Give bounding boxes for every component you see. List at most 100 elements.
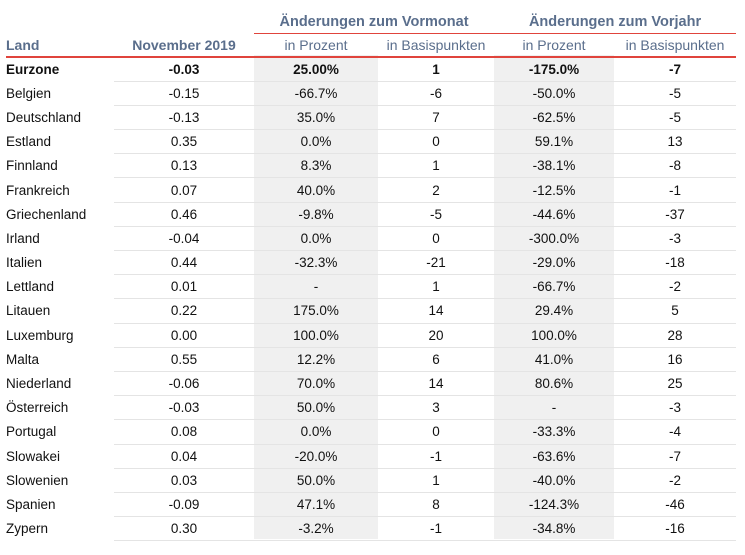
- land-cell: Spanien: [6, 496, 56, 512]
- vj-pct-cell: -300.0%: [494, 226, 615, 252]
- land-cell: Österreich: [6, 400, 69, 416]
- vj-pct-cell: -124.3%: [494, 492, 615, 518]
- vm-pct-cell: 12.2%: [254, 347, 378, 372]
- vj-pct-cell: -44.6%: [494, 202, 615, 227]
- vj-pct-cell: -62.5%: [494, 105, 615, 131]
- rates-table: Änderungen zum Vormonat Änderungen zum V…: [6, 0, 737, 542]
- vj-bp-cell: -46: [614, 492, 737, 518]
- table-row: Eurzone -0.03 25.00% 1 -175.0% -7: [6, 57, 737, 82]
- table-row: Slowenien 0.03 50.0% 1 -40.0% -2: [6, 468, 737, 493]
- month-value-cell: 0.22: [114, 298, 254, 324]
- land-cell: Belgien: [6, 85, 52, 101]
- vm-bp-cell: 20: [378, 323, 495, 348]
- land-cell: Deutschland: [6, 109, 82, 125]
- vj-bp-cell: -7: [614, 57, 737, 82]
- table-row: Finnland 0.13 8.3% 1 -38.1% -8: [6, 153, 737, 179]
- vj-bp-cell: -16: [614, 516, 737, 542]
- month-value-cell: 0.46: [114, 202, 254, 227]
- vj-bp-cell: 5: [614, 298, 737, 324]
- land-cell: Niederland: [6, 376, 72, 392]
- vm-pct-cell: 8.3%: [254, 153, 378, 179]
- vm-pct-cell: -9.8%: [254, 202, 378, 227]
- table-row: Deutschland -0.13 35.0% 7 -62.5% -5: [6, 105, 737, 131]
- vj-pct-cell: -34.8%: [494, 516, 615, 542]
- vm-bp-cell: 14: [378, 298, 495, 324]
- group-header-vorjahr: Änderungen zum Vorjahr: [494, 0, 737, 34]
- vj-pct-cell: -50.0%: [494, 81, 615, 106]
- vj-bp-cell: -3: [614, 226, 737, 252]
- month-value-cell: 0.01: [114, 274, 254, 300]
- vm-pct-cell: 35.0%: [254, 105, 378, 131]
- vj-pct-cell: 29.4%: [494, 298, 615, 324]
- table-row: Niederland -0.06 70.0% 14 80.6% 25: [6, 371, 737, 397]
- vj-pct-cell: -175.0%: [494, 57, 615, 82]
- column-header-vm-pct: in Prozent: [254, 33, 378, 58]
- vj-pct-cell: 80.6%: [494, 371, 615, 397]
- vj-bp-cell: 25: [614, 371, 737, 397]
- table-row: Malta 0.55 12.2% 6 41.0% 16: [6, 347, 737, 372]
- land-cell: Irland: [6, 230, 40, 246]
- month-value-cell: 0.13: [114, 153, 254, 179]
- table-row: Griechenland 0.46 -9.8% -5 -44.6% -37: [6, 202, 737, 227]
- month-value-cell: 0.30: [114, 516, 254, 542]
- vm-pct-cell: 50.0%: [254, 468, 378, 493]
- vj-pct-cell: -40.0%: [494, 468, 615, 493]
- land-cell: Slowakei: [6, 448, 61, 464]
- vj-bp-cell: -4: [614, 419, 737, 445]
- vm-bp-cell: 0: [378, 129, 495, 155]
- table-row: Litauen 0.22 175.0% 14 29.4% 5: [6, 298, 737, 324]
- vj-pct-cell: -: [494, 395, 615, 421]
- month-value-cell: 0.35: [114, 129, 254, 155]
- column-header-row: Land November 2019 in Prozent in Basispu…: [6, 33, 737, 58]
- column-header-land: Land: [6, 33, 114, 58]
- vj-pct-cell: -66.7%: [494, 274, 615, 300]
- month-value-cell: -0.15: [114, 81, 254, 106]
- land-cell: Litauen: [6, 303, 51, 319]
- table-row: Frankreich 0.07 40.0% 2 -12.5% -1: [6, 177, 737, 203]
- land-cell: Griechenland: [6, 206, 87, 222]
- vj-pct-cell: -29.0%: [494, 250, 615, 276]
- vm-bp-cell: -6: [378, 81, 495, 106]
- land-cell: Eurzone: [6, 62, 60, 78]
- vj-bp-cell: -7: [614, 444, 737, 469]
- vm-bp-cell: 2: [378, 177, 495, 203]
- land-cell: Slowenien: [6, 472, 69, 488]
- vj-bp-cell: -1: [614, 177, 737, 203]
- vj-pct-cell: -12.5%: [494, 177, 615, 203]
- month-value-cell: -0.06: [114, 371, 254, 397]
- vm-pct-cell: 25.00%: [254, 57, 378, 82]
- table-row: Estland 0.35 0.0% 0 59.1% 13: [6, 129, 737, 155]
- vj-bp-cell: -3: [614, 395, 737, 421]
- month-value-cell: -0.03: [114, 395, 254, 421]
- land-cell: Italien: [6, 255, 43, 271]
- month-value-cell: 0.44: [114, 250, 254, 276]
- table-row: Zypern 0.30 -3.2% -1 -34.8% -16: [6, 516, 737, 542]
- vm-pct-cell: 0.0%: [254, 419, 378, 445]
- vj-bp-cell: 28: [614, 323, 737, 348]
- month-value-cell: -0.13: [114, 105, 254, 131]
- month-value-cell: 0.07: [114, 177, 254, 203]
- column-header-vm-bp: in Basispunkten: [378, 33, 495, 58]
- vm-pct-cell: -32.3%: [254, 250, 378, 276]
- vm-pct-cell: -20.0%: [254, 444, 378, 469]
- vm-bp-cell: 0: [378, 419, 495, 445]
- vm-pct-cell: 50.0%: [254, 395, 378, 421]
- group-header-row: Änderungen zum Vormonat Änderungen zum V…: [6, 0, 737, 34]
- land-cell: Zypern: [6, 521, 49, 537]
- column-header-vj-pct: in Prozent: [494, 33, 615, 58]
- vm-bp-cell: 8: [378, 492, 495, 518]
- month-value-cell: 0.55: [114, 347, 254, 372]
- month-value-cell: -0.04: [114, 226, 254, 252]
- land-cell: Lettland: [6, 279, 55, 295]
- vj-bp-cell: 16: [614, 347, 737, 372]
- table-row: Österreich -0.03 50.0% 3- -3: [6, 395, 737, 421]
- vj-pct-cell: -38.1%: [494, 153, 615, 179]
- vj-bp-cell: -5: [614, 105, 737, 131]
- vm-pct-cell: 0.0%: [254, 129, 378, 155]
- vm-bp-cell: 1: [378, 274, 495, 300]
- month-value-cell: 0.03: [114, 468, 254, 493]
- vm-bp-cell: 3: [378, 395, 495, 421]
- table-row: Belgien -0.15 -66.7% -6 -50.0% -5: [6, 81, 737, 106]
- land-cell: Estland: [6, 134, 52, 150]
- land-cell: Malta: [6, 351, 40, 367]
